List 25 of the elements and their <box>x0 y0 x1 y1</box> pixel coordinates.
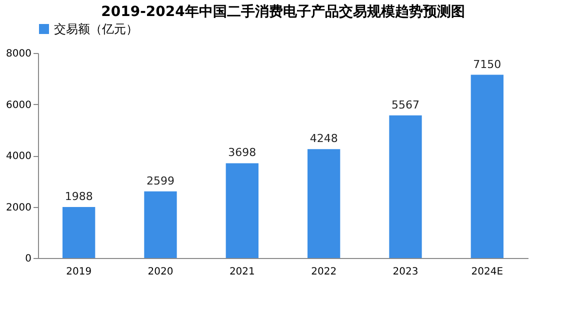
bar <box>389 115 422 258</box>
bar <box>308 149 340 258</box>
data-label: 5567 <box>392 98 420 112</box>
bar <box>470 74 504 258</box>
bar <box>62 207 96 258</box>
x-tick-label: 2024E <box>471 266 504 278</box>
bar <box>144 191 177 258</box>
y-tick-label: 8000 <box>6 48 32 60</box>
x-tick-label: 2020 <box>148 266 174 278</box>
y-tick-label: 2000 <box>6 202 32 214</box>
data-label: 4248 <box>310 132 338 146</box>
bar <box>226 163 258 258</box>
data-label: 3698 <box>228 146 256 160</box>
y-tick-label: 0 <box>25 254 32 264</box>
data-label: 7150 <box>473 58 502 71</box>
y-tick-label: 6000 <box>6 100 32 111</box>
data-label: 2599 <box>146 174 174 188</box>
x-tick-label: 2021 <box>229 266 255 278</box>
y-tick-label: 4000 <box>6 151 32 162</box>
legend-label: 交易额（亿元） <box>54 22 138 36</box>
chart-title: 2019-2024年中国二手消费电子产品交易规模趋势预测图 <box>101 3 465 20</box>
data-label: 1988 <box>64 190 93 204</box>
x-tick-label: 2023 <box>392 266 418 278</box>
x-tick-label: 2022 <box>311 266 337 278</box>
x-tick-label: 2019 <box>66 266 92 278</box>
